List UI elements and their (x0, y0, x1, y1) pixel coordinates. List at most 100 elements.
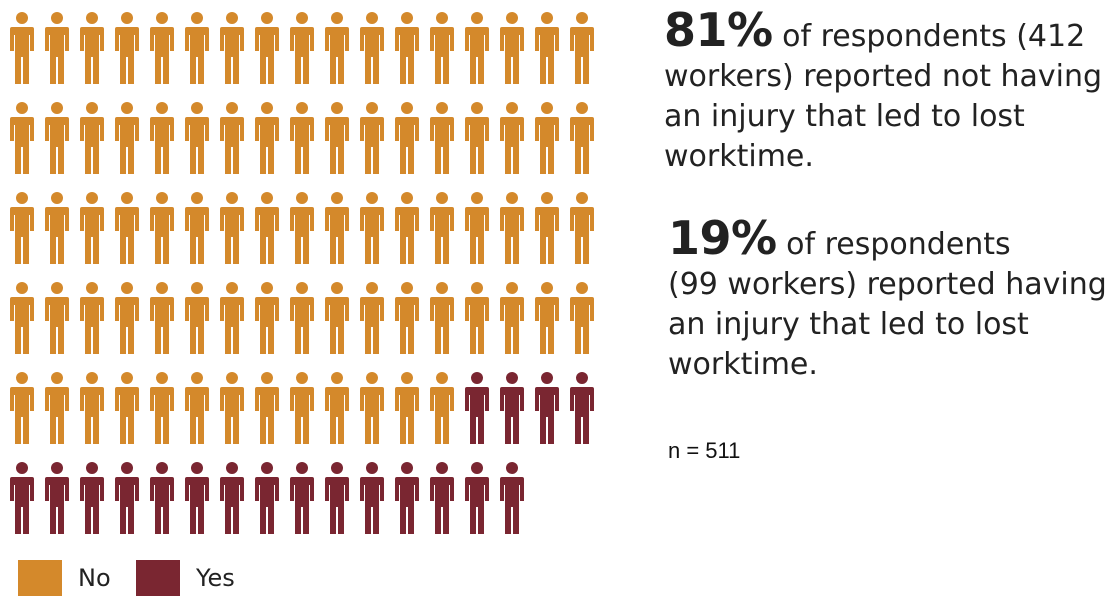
person-icon-no (570, 282, 594, 354)
person-icon-yes (255, 462, 279, 534)
person-icon-no (10, 12, 34, 84)
person-icon-no (115, 372, 139, 444)
stat-no-text: of respondents (412 workers) reported no… (664, 19, 1103, 174)
person-icon-no (115, 282, 139, 354)
pictogram-chart (10, 12, 594, 534)
person-icon-no (45, 372, 69, 444)
person-icon-no (535, 282, 559, 354)
person-icon-yes (45, 462, 69, 534)
person-icon-no (185, 12, 209, 84)
person-icon-no (150, 192, 174, 264)
person-icon-yes (500, 372, 524, 444)
person-icon-no (570, 12, 594, 84)
sample-size-label: n = 511 (668, 438, 741, 463)
person-icon-no (395, 372, 419, 444)
person-icon-no (150, 372, 174, 444)
person-icon-no (430, 282, 454, 354)
person-icon-yes (360, 462, 384, 534)
person-icon-yes (570, 372, 594, 444)
legend-label-no: No (78, 564, 111, 592)
stat-no-injury: 81% of respondents (412 workers) reporte… (664, 7, 1114, 177)
stat-yes-text-line1: of respondents (786, 227, 1011, 262)
person-icon-no (290, 282, 314, 354)
person-icon-no (255, 282, 279, 354)
person-icon-no (45, 282, 69, 354)
person-icon-no (290, 372, 314, 444)
person-icon-no (150, 282, 174, 354)
person-icon-no (360, 102, 384, 174)
legend-item-yes: Yes (136, 560, 235, 596)
person-icon-no (115, 102, 139, 174)
person-icon-no (500, 12, 524, 84)
person-icon-no (465, 282, 489, 354)
legend-swatch-no (18, 560, 62, 596)
person-icon-no (290, 12, 314, 84)
person-icon-no (220, 102, 244, 174)
person-icon-no (570, 102, 594, 174)
stat-no-percent: 81% (664, 3, 773, 57)
person-icon-no (570, 192, 594, 264)
person-icon-no (255, 12, 279, 84)
person-icon-no (185, 372, 209, 444)
person-icon-no (80, 282, 104, 354)
person-icon-no (500, 102, 524, 174)
legend-swatch-yes (136, 560, 180, 596)
person-icon-no (360, 12, 384, 84)
person-icon-yes (290, 462, 314, 534)
person-icon-no (325, 102, 349, 174)
person-icon-no (500, 282, 524, 354)
person-icon-no (360, 282, 384, 354)
person-icon-no (10, 102, 34, 174)
person-icon-no (10, 192, 34, 264)
person-icon-no (395, 192, 419, 264)
person-icon-no (150, 12, 174, 84)
person-icon-no (430, 12, 454, 84)
person-icon-yes (80, 462, 104, 534)
person-icon-no (185, 192, 209, 264)
person-icon-no (220, 372, 244, 444)
person-icon-no (535, 192, 559, 264)
person-icon-no (10, 372, 34, 444)
person-icon-no (115, 192, 139, 264)
person-icon-no (255, 192, 279, 264)
person-icon-no (500, 192, 524, 264)
person-icon-no (255, 372, 279, 444)
legend-label-yes: Yes (196, 564, 235, 592)
person-icon-no (10, 282, 34, 354)
person-icon-yes (430, 462, 454, 534)
stat-yes-text-line2: (99 workers) reported having an injury t… (668, 267, 1107, 382)
person-icon-yes (465, 462, 489, 534)
person-icon-no (220, 282, 244, 354)
person-icon-no (150, 102, 174, 174)
person-icon-no (80, 102, 104, 174)
person-icon-no (535, 12, 559, 84)
person-icon-no (290, 102, 314, 174)
person-icon-no (395, 102, 419, 174)
person-icon-no (80, 12, 104, 84)
person-icon-yes (150, 462, 174, 534)
stat-yes-injury: 19% of respondents (99 workers) reported… (668, 215, 1117, 385)
person-icon-no (325, 372, 349, 444)
person-icon-yes (395, 462, 419, 534)
stat-yes-percent: 19% (668, 211, 777, 265)
person-icon-no (45, 102, 69, 174)
person-icon-no (430, 192, 454, 264)
person-icon-no (465, 102, 489, 174)
person-icon-no (535, 102, 559, 174)
person-icon-no (325, 192, 349, 264)
person-icon-no (360, 372, 384, 444)
person-icon-no (185, 102, 209, 174)
person-icon-no (325, 282, 349, 354)
person-icon-no (220, 12, 244, 84)
person-icon-yes (220, 462, 244, 534)
person-icon-yes (115, 462, 139, 534)
person-icon-no (290, 192, 314, 264)
person-icon-no (360, 192, 384, 264)
person-icon-no (430, 102, 454, 174)
person-icon-no (395, 282, 419, 354)
person-icon-yes (465, 372, 489, 444)
person-icon-yes (325, 462, 349, 534)
person-icon-no (115, 12, 139, 84)
person-icon-no (220, 192, 244, 264)
person-icon-no (45, 192, 69, 264)
